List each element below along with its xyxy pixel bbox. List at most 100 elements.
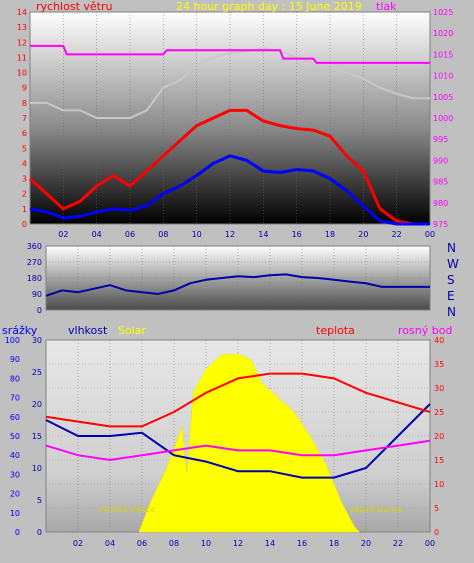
compass-n-bottom: N bbox=[447, 305, 456, 319]
sunset-label: západ slunce bbox=[350, 505, 403, 514]
rain-tick-label: 90 bbox=[10, 355, 20, 364]
rain-tick-label: 40 bbox=[10, 451, 20, 460]
compass-w: W bbox=[447, 257, 459, 271]
temp-tick-label: 5 bbox=[434, 504, 439, 513]
rain-tick-label: 0 bbox=[15, 528, 20, 537]
pressure-tick-label: 1000 bbox=[433, 114, 453, 123]
x-tick-label: 20 bbox=[358, 230, 368, 239]
humidity-line bbox=[45, 403, 431, 479]
x-tick-label: 00 bbox=[425, 230, 435, 239]
rain-label: srážky bbox=[2, 324, 38, 337]
direction-tick-label: 0 bbox=[37, 306, 42, 315]
series-layer bbox=[28, 44, 431, 533]
x-tick-label: 00 bbox=[425, 539, 435, 548]
wind-direction-line bbox=[45, 273, 430, 297]
temp-tick-label: 35 bbox=[434, 360, 444, 369]
x-tick-label: 10 bbox=[192, 230, 202, 239]
graph-title: 24 hour graph day : 15 June 2019 bbox=[176, 0, 362, 13]
pressure-tick-label: 985 bbox=[433, 178, 448, 187]
wind-tick-label: 8 bbox=[22, 99, 27, 108]
pressure-tick-label: 990 bbox=[433, 156, 448, 165]
pressure-title: tlak bbox=[376, 0, 397, 13]
temperature-line bbox=[45, 372, 431, 428]
wind-tick-label: 13 bbox=[17, 23, 27, 32]
wind-gust-line bbox=[28, 108, 430, 226]
rain-tick-label: 20 bbox=[10, 490, 20, 499]
x-tick-label: 06 bbox=[125, 230, 135, 239]
temp-tick-label: 10 bbox=[434, 480, 444, 489]
humidity-tick-label: 20 bbox=[32, 400, 42, 409]
x-tick-label: 04 bbox=[92, 230, 102, 239]
rain-tick-label: 80 bbox=[10, 374, 20, 383]
temp-tick-label: 0 bbox=[434, 528, 439, 537]
dewpoint-label: rosný bod bbox=[398, 324, 452, 337]
x-tick-label: 02 bbox=[58, 230, 68, 239]
rain-tick-label: 70 bbox=[10, 394, 20, 403]
humidity-tick-label: 5 bbox=[37, 496, 42, 505]
x-tick-label: 10 bbox=[201, 539, 211, 548]
x-tick-label: 08 bbox=[169, 539, 179, 548]
pressure-tick-label: 1025 bbox=[433, 8, 453, 17]
wind-tick-label: 3 bbox=[22, 175, 27, 184]
pressure-tick-label: 975 bbox=[433, 220, 448, 229]
x-tick-label: 08 bbox=[158, 230, 168, 239]
dewpoint-line bbox=[45, 439, 431, 462]
compass-e: E bbox=[447, 289, 455, 303]
temp-tick-label: 15 bbox=[434, 456, 444, 465]
axis-labels: 0123456789101112131497598098599099510001… bbox=[5, 8, 454, 548]
pressure-tick-label: 995 bbox=[433, 135, 448, 144]
direction-tick-label: 360 bbox=[27, 242, 42, 251]
pressure-tick-label: 1020 bbox=[433, 29, 453, 38]
x-tick-label: 14 bbox=[265, 539, 275, 548]
wind-tick-label: 9 bbox=[22, 84, 27, 93]
direction-tick-label: 180 bbox=[27, 274, 42, 283]
humidity-label: vlhkost bbox=[68, 324, 108, 337]
rain-tick-label: 50 bbox=[10, 432, 20, 441]
x-tick-label: 16 bbox=[292, 230, 302, 239]
compass-n-top: N bbox=[447, 241, 456, 255]
sunrise-label: východ slunce bbox=[98, 505, 155, 514]
pressure-tick-label: 1015 bbox=[433, 50, 453, 59]
wind-title: rychlost větru bbox=[36, 0, 112, 13]
rain-tick-label: 100 bbox=[5, 336, 20, 345]
x-tick-label: 20 bbox=[361, 539, 371, 548]
x-tick-label: 18 bbox=[329, 539, 339, 548]
wind-tick-label: 14 bbox=[17, 8, 27, 17]
rain-tick-label: 60 bbox=[10, 413, 20, 422]
direction-tick-label: 90 bbox=[32, 290, 42, 299]
wind-tick-label: 10 bbox=[17, 69, 27, 78]
rain-tick-label: 30 bbox=[10, 470, 20, 479]
rain-tick-label: 10 bbox=[10, 509, 20, 518]
direction-tick-label: 270 bbox=[27, 258, 42, 267]
humidity-tick-label: 15 bbox=[32, 432, 42, 441]
x-tick-label: 18 bbox=[325, 230, 335, 239]
humidity-tick-label: 25 bbox=[32, 368, 42, 377]
pressure-tick-label: 1010 bbox=[433, 72, 453, 81]
x-tick-label: 04 bbox=[105, 539, 115, 548]
temp-tick-label: 20 bbox=[434, 432, 444, 441]
wind-tick-label: 11 bbox=[17, 53, 27, 62]
x-tick-label: 02 bbox=[73, 539, 83, 548]
x-tick-label: 06 bbox=[137, 539, 147, 548]
cloud-line bbox=[30, 47, 430, 119]
compass-s: S bbox=[447, 273, 455, 287]
x-tick-label: 22 bbox=[393, 539, 403, 548]
x-tick-label: 16 bbox=[297, 539, 307, 548]
wind-tick-label: 0 bbox=[22, 220, 27, 229]
wind-mean-line bbox=[29, 154, 430, 226]
temp-tick-label: 25 bbox=[434, 408, 444, 417]
temperature-label: teplota bbox=[316, 324, 355, 337]
humidity-tick-label: 30 bbox=[32, 336, 42, 345]
x-tick-label: 12 bbox=[225, 230, 235, 239]
pressure-tick-label: 980 bbox=[433, 199, 448, 208]
x-tick-label: 12 bbox=[233, 539, 243, 548]
wind-tick-label: 1 bbox=[22, 205, 27, 214]
x-tick-label: 14 bbox=[258, 230, 268, 239]
wind-tick-label: 7 bbox=[22, 114, 27, 123]
wind-tick-label: 6 bbox=[22, 129, 27, 138]
temp-tick-label: 40 bbox=[434, 336, 444, 345]
wind-tick-label: 12 bbox=[17, 38, 27, 47]
temp-tick-label: 30 bbox=[434, 384, 444, 393]
